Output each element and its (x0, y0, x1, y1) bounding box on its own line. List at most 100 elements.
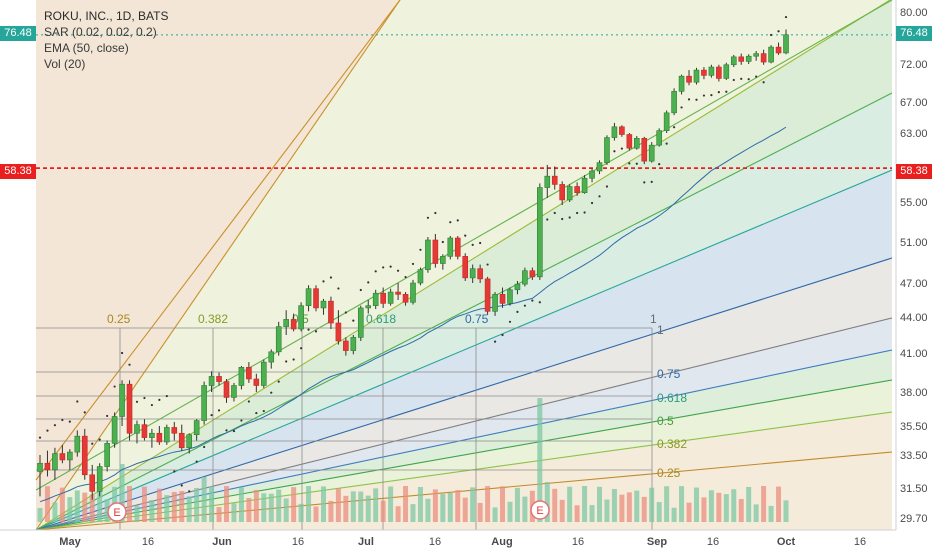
candle-body (514, 283, 521, 291)
sar-dot (680, 106, 683, 109)
sar-dot (210, 414, 213, 417)
sar-dot (755, 75, 758, 78)
line-price-badge-left: 58.38 (0, 164, 36, 179)
candle-body (395, 291, 401, 295)
fib-label-right: 0.25 (657, 466, 681, 480)
volume-bar (746, 486, 752, 522)
sar-dot (598, 195, 601, 198)
candle-body (223, 381, 230, 398)
candle-body (96, 466, 103, 492)
sar-dot (471, 243, 474, 246)
price-tick-label: 47.00 (900, 278, 928, 290)
sar-dot (695, 98, 698, 101)
sar-dot (232, 429, 236, 433)
candle-body (156, 432, 163, 443)
volume-bar (164, 495, 170, 522)
candle-body (52, 453, 58, 471)
candle-body (74, 435, 81, 453)
volume-bar (194, 487, 200, 522)
candle-body (663, 112, 670, 131)
sar-dot (83, 411, 86, 414)
fib-label-top: 0.618 (366, 312, 396, 326)
candle-body (738, 56, 745, 62)
sar-dot (135, 400, 139, 403)
sar-dot (113, 385, 116, 388)
sar-dot (255, 411, 258, 415)
earnings-marker-label: E (113, 507, 120, 519)
candle-body (477, 268, 483, 280)
sar-dot (568, 216, 571, 219)
volume-bar (701, 497, 707, 522)
legend-ema: EMA (50, close) (44, 41, 129, 55)
candle-body (380, 292, 386, 304)
sar-dot (106, 414, 109, 418)
sar-dot (337, 287, 340, 290)
time-tick-label: Jun (212, 536, 232, 548)
candle-body (193, 420, 200, 435)
sar-dot (434, 211, 437, 215)
sar-dot (650, 180, 653, 183)
sar-dot (576, 211, 579, 215)
sar-dot (382, 266, 385, 269)
fan-line (35, 349, 893, 531)
candle-body (298, 305, 304, 330)
time-tick-label: Aug (491, 536, 512, 548)
sar-dot (367, 281, 370, 284)
volume-bar (283, 498, 289, 522)
candle-body (305, 288, 312, 306)
volume-bar (522, 496, 528, 522)
sar-dot (687, 98, 691, 101)
volume-bar (611, 488, 617, 522)
sar-dot (240, 419, 243, 422)
candle-body (149, 432, 155, 438)
sar-dot (300, 347, 303, 350)
sar-dot (710, 94, 713, 97)
candle-body (410, 282, 416, 303)
candle-body (231, 385, 237, 398)
fib-label-top: 0.75 (465, 312, 489, 326)
candle-body (67, 451, 73, 461)
sar-dot (605, 185, 609, 188)
candle-body (119, 383, 125, 417)
volume-bar (738, 499, 744, 522)
candle-body (604, 137, 610, 163)
fan-line (35, 411, 893, 531)
volume-bar (761, 486, 767, 522)
sar-dot (262, 409, 265, 413)
volume-bar (492, 507, 498, 522)
volume-bar (507, 501, 513, 522)
sar-dot (217, 409, 221, 412)
candle-body (372, 292, 379, 306)
volume-bar (358, 491, 364, 522)
candle-body (171, 427, 178, 434)
ema-line (39, 126, 787, 503)
volume-bar (74, 490, 80, 522)
candle-body (454, 237, 461, 257)
time-tick-label: 16 (854, 536, 866, 548)
volume-bar (626, 492, 632, 522)
candle-body (216, 376, 222, 382)
candle-body (178, 432, 185, 449)
price-tick-label: 33.50 (900, 450, 928, 462)
last-price-badge-right: 76.48 (896, 26, 932, 41)
sar-dot (225, 429, 228, 432)
time-tick-label: 16 (429, 536, 441, 548)
volume-bar (291, 487, 297, 522)
sar-dot (643, 181, 646, 184)
sar-dot (523, 304, 527, 307)
candle-body (126, 383, 133, 434)
candle-body (275, 326, 282, 353)
sar-dot (747, 78, 750, 81)
volume-bar (656, 502, 662, 522)
fan-line (35, 257, 893, 531)
legend-title: ROKU, INC., 1D, BATS (44, 9, 169, 23)
sar-dot (493, 340, 497, 343)
volume-bar (634, 490, 640, 522)
sar-dot (352, 319, 355, 322)
candle-body (693, 69, 700, 83)
candle-body (648, 144, 655, 162)
sar-dot (419, 248, 422, 251)
fan-line (35, 0, 893, 491)
candle-body (783, 34, 789, 54)
time-axis-panel (0, 530, 932, 550)
